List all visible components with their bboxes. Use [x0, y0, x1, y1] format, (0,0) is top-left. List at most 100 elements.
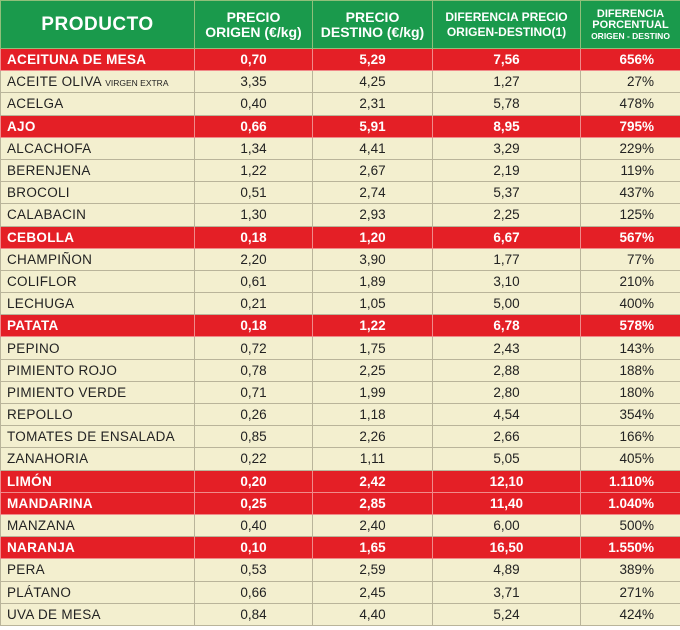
- cell-precio-origen-text: 1,34: [240, 140, 267, 156]
- cell-precio-destino: 2,67: [312, 158, 433, 183]
- cell-precio-origen-text: 0,22: [240, 451, 267, 467]
- cell-precio-origen-text: 2,20: [240, 251, 267, 267]
- cell-precio-origen-text: 0,70: [240, 52, 267, 68]
- cell-precio-origen: 1,30: [194, 203, 313, 227]
- cell-diferencia-porcentual: 478%: [580, 92, 680, 116]
- cell-diferencia-porcentual: 210%: [580, 269, 680, 294]
- cell-precio-origen: 3,35: [194, 70, 313, 94]
- cell-diferencia-precio: 16,50: [432, 536, 581, 560]
- cell-diferencia-porcentual-text: 389%: [619, 562, 654, 578]
- table-row: ALCACHOFA 1,34 4,41 3,29 229%: [0, 136, 680, 160]
- cell-precio-destino: 5,91: [312, 114, 433, 138]
- cell-diferencia-porcentual-text: 119%: [620, 163, 654, 179]
- cell-precio-origen-text: 0,20: [240, 473, 267, 489]
- table-row: NARANJA 0,10 1,65 16,50 1.550%: [0, 536, 680, 560]
- table-row: CHAMPIÑON 2,20 3,90 1,77 77%: [0, 247, 680, 271]
- cell-diferencia-precio-text: 3,10: [493, 273, 520, 289]
- cell-producto-text: UVA DE MESA: [7, 606, 101, 622]
- cell-precio-destino-text: 1,75: [359, 340, 386, 356]
- cell-precio-destino-text: 2,74: [359, 185, 386, 201]
- cell-precio-destino: 2,93: [312, 203, 433, 227]
- cell-producto-text: PIMIENTO VERDE: [7, 384, 127, 400]
- cell-diferencia-precio-text: 5,37: [493, 185, 520, 201]
- cell-precio-destino-text: 1,99: [359, 384, 386, 400]
- cell-precio-destino: 1,65: [312, 536, 433, 560]
- cell-precio-destino: 1,11: [312, 447, 433, 471]
- cell-diferencia-precio: 3,29: [432, 136, 581, 160]
- cell-precio-destino-text: 1,05: [359, 296, 386, 312]
- cell-producto-text: CALABACIN: [7, 207, 87, 223]
- cell-precio-destino: 1,22: [312, 314, 433, 338]
- cell-precio-origen: 0,25: [194, 491, 313, 515]
- cell-precio-destino: 2,31: [312, 92, 433, 116]
- cell-precio-origen-text: 0,84: [240, 606, 267, 622]
- cell-precio-origen: 0,70: [194, 47, 313, 72]
- header-diferencia-precio: DIFERENCIA PRECIO ORIGEN-DESTINO(1): [432, 0, 581, 49]
- cell-diferencia-porcentual: 125%: [580, 203, 680, 227]
- cell-precio-destino-text: 4,41: [359, 140, 386, 156]
- cell-diferencia-porcentual-text: 180%: [619, 384, 654, 400]
- cell-precio-origen: 0,18: [194, 225, 313, 249]
- cell-precio-destino: 1,75: [312, 336, 433, 360]
- cell-diferencia-precio-text: 5,05: [493, 451, 520, 467]
- cell-diferencia-porcentual: 400%: [580, 292, 680, 316]
- cell-precio-destino: 4,25: [312, 70, 433, 94]
- cell-diferencia-precio: 2,25: [432, 203, 581, 227]
- table-row: COLIFLOR 0,61 1,89 3,10 210%: [0, 269, 680, 294]
- cell-diferencia-precio: 5,00: [432, 292, 581, 316]
- cell-producto-text: ZANAHORIA: [7, 451, 89, 467]
- cell-precio-origen: 0,20: [194, 469, 313, 493]
- cell-diferencia-precio: 8,95: [432, 114, 581, 138]
- cell-producto: PATATA: [0, 314, 195, 338]
- cell-producto: ACEITE OLIVA VIRGEN EXTRA: [0, 70, 195, 94]
- header-producto: PRODUCTO: [0, 0, 195, 49]
- cell-diferencia-precio-text: 3,29: [493, 140, 520, 156]
- cell-diferencia-porcentual: 229%: [580, 136, 680, 160]
- cell-diferencia-precio: 2,66: [432, 425, 581, 449]
- cell-diferencia-porcentual-text: 271%: [619, 584, 654, 600]
- cell-producto: PLÁTANO: [0, 580, 195, 604]
- table-row: MANDARINA 0,25 2,85 11,40 1.040%: [0, 491, 680, 515]
- cell-diferencia-precio-text: 6,67: [493, 229, 520, 245]
- cell-diferencia-precio-text: 1,27: [493, 74, 520, 90]
- cell-precio-origen-text: 0,71: [240, 384, 267, 400]
- cell-precio-origen: 0,51: [194, 181, 313, 205]
- cell-diferencia-precio: 5,05: [432, 447, 581, 471]
- cell-diferencia-porcentual-text: 188%: [619, 362, 654, 378]
- cell-diferencia-precio-text: 6,00: [493, 518, 520, 534]
- cell-producto: BERENJENA: [0, 158, 195, 183]
- cell-diferencia-precio: 5,24: [432, 602, 581, 626]
- cell-producto-text: TOMATES DE ENSALADA: [7, 429, 175, 445]
- cell-diferencia-porcentual-text: 400%: [619, 296, 654, 312]
- cell-diferencia-porcentual: 424%: [580, 602, 680, 626]
- cell-precio-origen: 1,34: [194, 136, 313, 160]
- table-row: ACEITE OLIVA VIRGEN EXTRA 3,35 4,25 1,27 27%: [0, 70, 680, 94]
- cell-precio-origen: 0,85: [194, 425, 313, 449]
- cell-precio-destino: 4,40: [312, 602, 433, 626]
- cell-producto: ZANAHORIA: [0, 447, 195, 471]
- header-precio-destino: PRECIO DESTINO (€/kg): [312, 0, 433, 49]
- cell-diferencia-precio-text: 5,24: [493, 606, 520, 622]
- cell-diferencia-porcentual-text: 354%: [619, 407, 654, 423]
- cell-diferencia-precio-text: 2,66: [493, 429, 520, 445]
- header-precio-origen: PRECIO ORIGEN (€/kg): [194, 0, 313, 49]
- cell-precio-origen-text: 1,22: [240, 163, 267, 179]
- cell-precio-destino: 2,45: [312, 580, 433, 604]
- cell-precio-origen: 0,40: [194, 92, 313, 116]
- table-row: UVA DE MESA 0,84 4,40 5,24 424%: [0, 602, 680, 626]
- cell-precio-destino-text: 2,59: [359, 562, 386, 578]
- cell-diferencia-precio: 7,56: [432, 47, 581, 72]
- table-row: ACELGA 0,40 2,31 5,78 478%: [0, 92, 680, 116]
- cell-producto-text: COLIFLOR: [7, 273, 77, 289]
- cell-diferencia-porcentual-text: 27%: [626, 74, 654, 90]
- cell-diferencia-porcentual-text: 578%: [619, 318, 654, 334]
- cell-precio-destino-text: 3,90: [359, 251, 386, 267]
- table-row: TOMATES DE ENSALADA 0,85 2,26 2,66 166%: [0, 425, 680, 449]
- cell-producto: TOMATES DE ENSALADA: [0, 425, 195, 449]
- table-row: BERENJENA 1,22 2,67 2,19 119%: [0, 158, 680, 183]
- cell-precio-origen: 2,20: [194, 247, 313, 271]
- cell-precio-origen-text: 0,40: [240, 518, 267, 534]
- cell-precio-origen: 0,61: [194, 269, 313, 294]
- cell-diferencia-porcentual: 354%: [580, 402, 680, 427]
- table-row: LECHUGA 0,21 1,05 5,00 400%: [0, 292, 680, 316]
